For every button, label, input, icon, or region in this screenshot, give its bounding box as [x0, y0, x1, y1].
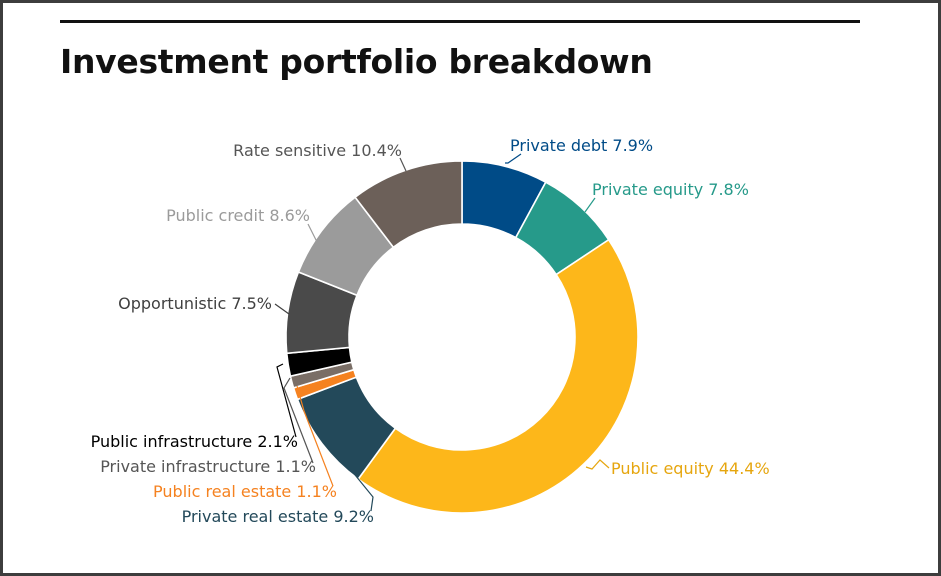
- slice-public-equity: [357, 238, 639, 514]
- leader-line-public-infrastructure: [276, 363, 297, 438]
- slice-label-public-real-estate: Public real estate 1.1%: [153, 482, 337, 501]
- leader-line-public-real-estate: [296, 385, 334, 487]
- slice-label-private-real-estate: Private real estate 9.2%: [182, 507, 374, 526]
- slice-label-private-debt: Private debt 7.9%: [510, 136, 653, 155]
- slice-label-public-infrastructure: Public infrastructure 2.1%: [91, 432, 298, 451]
- slice-rate-sensitive: [353, 160, 463, 249]
- slice-label-public-equity: Public equity 44.4%: [611, 459, 770, 478]
- title-rule: [60, 20, 860, 23]
- leader-line-rate-sensitive: [399, 157, 407, 172]
- leader-line-private-debt: [505, 153, 522, 164]
- leader-line-public-credit: [307, 223, 319, 245]
- leader-line-opportunistic: [274, 303, 290, 315]
- leader-line-private-real-estate: [337, 453, 374, 512]
- leader-line-private-equity: [584, 197, 596, 213]
- slice-label-opportunistic: Opportunistic 7.5%: [118, 294, 272, 313]
- chart-title: Investment portfolio breakdown: [60, 42, 653, 81]
- slice-label-private-infrastructure: Private infrastructure 1.1%: [100, 457, 316, 476]
- leader-line-public-equity: [585, 459, 610, 470]
- slice-label-private-equity: Private equity 7.8%: [592, 180, 749, 199]
- leader-line-private-infrastructure: [283, 377, 314, 464]
- slice-label-public-credit: Public credit 8.6%: [166, 206, 310, 225]
- slice-label-rate-sensitive: Rate sensitive 10.4%: [233, 141, 402, 160]
